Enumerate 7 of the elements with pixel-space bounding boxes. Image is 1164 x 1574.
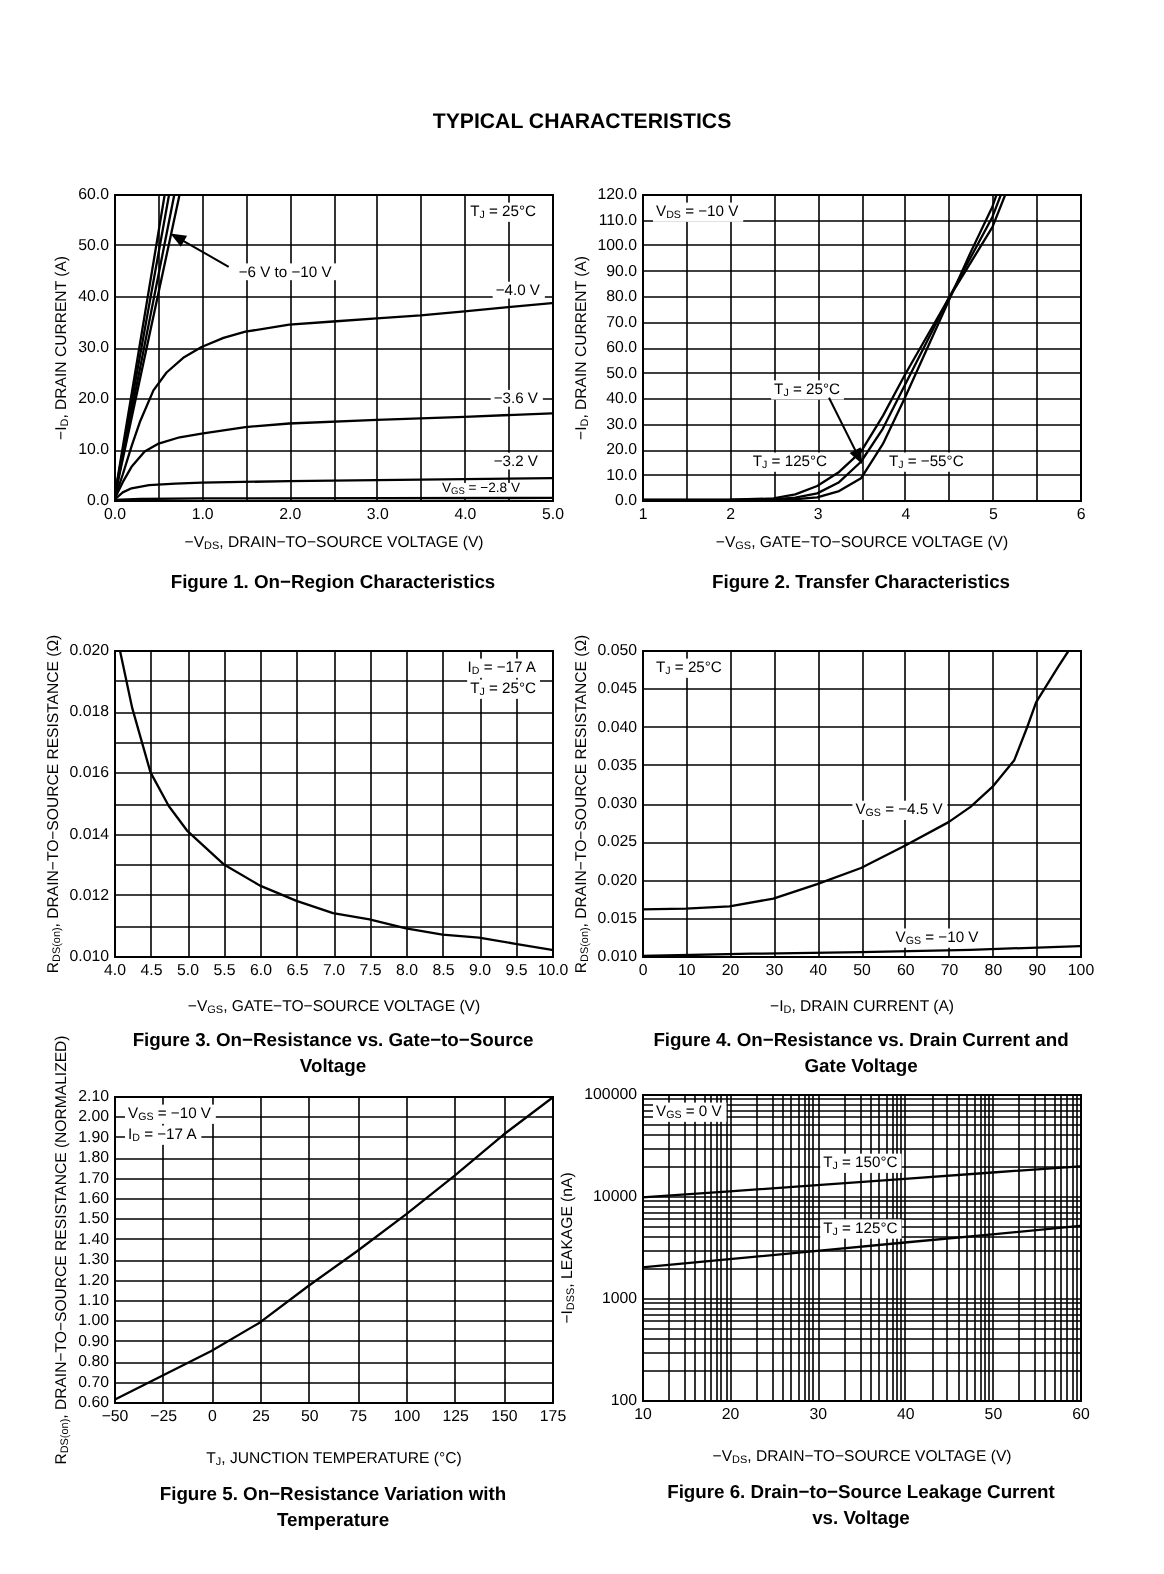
text: Figure 5. On−Resistance Variation with Temperature (157, 1480, 509, 1532)
chart-subtitle: TYPICAL CHARACTERISTICS (430, 110, 734, 136)
text: Figure 2. Transfer Characteristics (709, 568, 1013, 594)
text: Figure 1. On−Region Characteristics (168, 568, 498, 594)
text: Figure 6. Drain−to−Source Leakage Current vs. Voltage (665, 1478, 1057, 1530)
text: Figure 4. On−Resistance vs. Drain Current and Gate Voltage (651, 1026, 1071, 1078)
text: Figure 3. On−Resistance vs. Gate−to−Source Voltage (130, 1026, 536, 1078)
